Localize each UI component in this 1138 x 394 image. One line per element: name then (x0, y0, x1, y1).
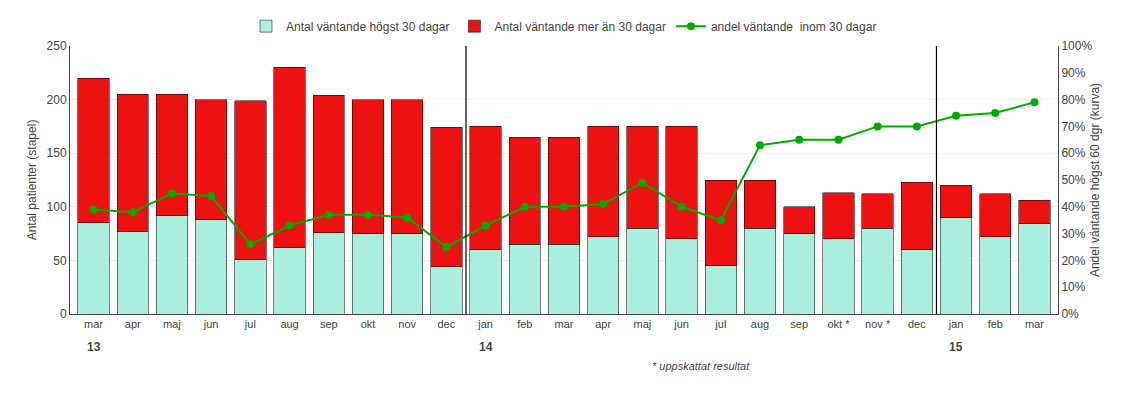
svg-text:mar: mar (1025, 318, 1044, 330)
svg-text:0: 0 (60, 307, 67, 321)
svg-text:nov *: nov * (865, 318, 891, 330)
svg-text:jan: jan (948, 318, 964, 330)
svg-text:90%: 90% (1061, 66, 1085, 80)
svg-text:15: 15 (949, 340, 963, 354)
svg-text:mar: mar (555, 318, 574, 330)
svg-text:40%: 40% (1061, 200, 1085, 214)
svg-text:maj: maj (163, 318, 181, 330)
svg-text:Antal patienter (stapel): Antal patienter (stapel) (25, 120, 39, 241)
svg-text:150: 150 (47, 146, 67, 160)
svg-text:* uppskattat resultat: * uppskattat resultat (652, 360, 750, 372)
svg-text:13: 13 (87, 340, 101, 354)
svg-text:70%: 70% (1061, 120, 1085, 134)
svg-text:jul: jul (244, 318, 256, 330)
svg-text:100: 100 (47, 200, 67, 214)
svg-text:andel väntande inom 30 dagar: andel väntande inom 30 dagar (711, 20, 876, 34)
svg-text:feb: feb (988, 318, 1003, 330)
svg-text:30%: 30% (1061, 227, 1085, 241)
svg-text:jan: jan (477, 318, 493, 330)
svg-text:dec: dec (438, 318, 456, 330)
svg-text:60%: 60% (1061, 146, 1085, 160)
svg-text:maj: maj (634, 318, 652, 330)
svg-text:10%: 10% (1061, 280, 1085, 294)
svg-text:nov: nov (398, 318, 416, 330)
svg-text:aug: aug (280, 318, 298, 330)
svg-text:50%: 50% (1061, 173, 1085, 187)
svg-text:14: 14 (479, 340, 493, 354)
svg-text:Andel väntande högst 60 dgr (k: Andel väntande högst 60 dgr (kurva) (1088, 83, 1102, 277)
svg-text:feb: feb (517, 318, 532, 330)
svg-text:okt: okt (361, 318, 376, 330)
svg-text:jun: jun (673, 318, 689, 330)
svg-text:Antal väntande mer än 30 dagar: Antal väntande mer än 30 dagar (494, 20, 665, 34)
svg-text:100%: 100% (1061, 39, 1092, 53)
svg-text:Antal väntande högst 30 dagar: Antal väntande högst 30 dagar (286, 20, 449, 34)
svg-text:dec: dec (908, 318, 926, 330)
svg-text:apr: apr (125, 318, 141, 330)
svg-text:jul: jul (714, 318, 726, 330)
svg-text:0%: 0% (1061, 307, 1079, 321)
svg-text:20%: 20% (1061, 254, 1085, 268)
svg-text:okt *: okt * (827, 318, 850, 330)
svg-text:200: 200 (47, 93, 67, 107)
svg-text:sep: sep (320, 318, 338, 330)
svg-text:80%: 80% (1061, 93, 1085, 107)
svg-text:50: 50 (53, 254, 67, 268)
svg-text:aug: aug (751, 318, 769, 330)
svg-text:apr: apr (595, 318, 611, 330)
svg-text:jun: jun (203, 318, 219, 330)
svg-text:mar: mar (84, 318, 103, 330)
svg-text:sep: sep (790, 318, 808, 330)
svg-text:250: 250 (47, 39, 67, 53)
